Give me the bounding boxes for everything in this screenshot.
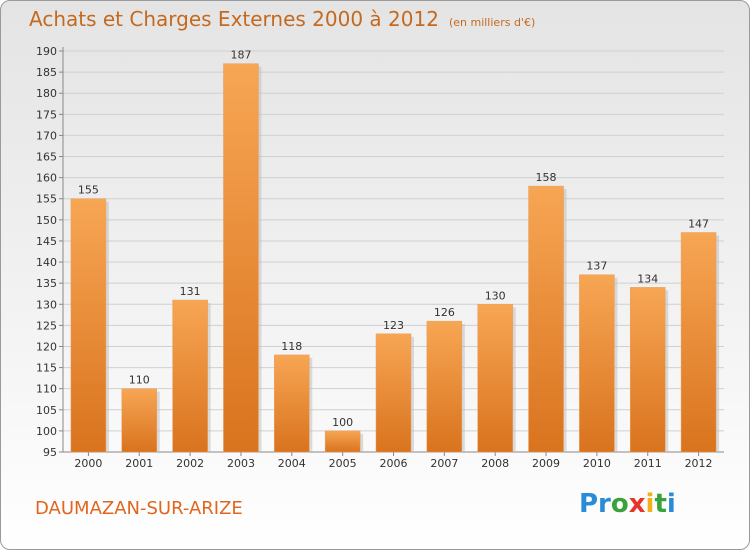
bar <box>121 388 158 453</box>
bar-value-label: 118 <box>281 340 302 353</box>
y-tick-label: 150 <box>36 214 57 227</box>
bar-value-label: 147 <box>688 218 709 231</box>
labels: 95 100 105 110 115 120 125 130 135 140 145 150 155 16… <box>36 45 713 470</box>
x-tick-label: 2011 <box>634 457 662 470</box>
x-tick-label: 2010 <box>583 457 611 470</box>
bar <box>426 320 463 453</box>
chart-title: Achats et Charges Externes 2000 à 2012 (e… <box>29 7 535 31</box>
bar-value-label: 137 <box>586 260 607 273</box>
y-tick-label: 120 <box>36 340 57 353</box>
y-tick-label: 165 <box>36 151 57 164</box>
title-text: Achats et Charges Externes 2000 à 2012 <box>29 7 439 31</box>
y-tick-label: 115 <box>36 362 57 375</box>
x-tick-label: 2000 <box>74 457 102 470</box>
commune-name: DAUMAZAN-SUR-ARIZE <box>35 498 243 519</box>
y-tick-label: 160 <box>36 172 57 185</box>
bar-value-label: 131 <box>180 285 201 298</box>
x-tick-label: 2007 <box>430 457 458 470</box>
y-tick-label: 170 <box>36 129 57 142</box>
y-tick-label: 185 <box>36 66 57 79</box>
bar-value-label: 130 <box>485 289 506 302</box>
bar-value-label: 110 <box>129 374 150 387</box>
bar-value-label: 187 <box>230 49 251 62</box>
y-tick-label: 140 <box>36 256 57 269</box>
y-tick-label: 190 <box>36 45 57 58</box>
y-tick-label: 155 <box>36 193 57 206</box>
x-tick-label: 2003 <box>227 457 255 470</box>
x-tick-label: 2005 <box>329 457 357 470</box>
x-tick-label: 2006 <box>380 457 408 470</box>
bar <box>223 63 259 453</box>
bar <box>629 287 666 453</box>
x-tick-label: 2009 <box>532 457 560 470</box>
y-tick-label: 145 <box>36 235 57 248</box>
bar-value-label: 100 <box>332 416 353 429</box>
bar <box>172 299 208 453</box>
y-tick-label: 125 <box>36 319 57 332</box>
x-tick-label: 2008 <box>481 457 509 470</box>
proxiti-logo[interactable]: Proxiti <box>579 489 676 519</box>
bar-value-label: 126 <box>434 306 455 319</box>
bar <box>274 354 310 453</box>
y-tick-label: 175 <box>36 108 57 121</box>
y-tick-label: 180 <box>36 87 57 100</box>
y-tick-label: 105 <box>36 404 57 417</box>
bar <box>680 232 717 453</box>
chart-subtitle: (en milliers d'€) <box>448 16 536 29</box>
bar <box>70 198 107 453</box>
x-tick-label: 2004 <box>278 457 306 470</box>
y-tick-label: 135 <box>36 277 57 290</box>
y-tick-label: 130 <box>36 298 57 311</box>
y-tick-label: 110 <box>36 383 57 396</box>
bar <box>579 274 615 453</box>
y-tick-label: 100 <box>36 425 57 438</box>
bar-value-label: 158 <box>536 171 557 184</box>
x-tick-label: 2002 <box>176 457 204 470</box>
bar <box>324 430 361 453</box>
bar <box>477 304 513 453</box>
bars <box>70 63 720 453</box>
bar-value-label: 123 <box>383 319 404 332</box>
bar <box>528 185 564 453</box>
x-tick-label: 2012 <box>685 457 713 470</box>
x-tick-label: 2001 <box>125 457 153 470</box>
y-tick-label: 95 <box>43 446 57 459</box>
bar-value-label: 155 <box>78 184 99 197</box>
bar <box>375 333 412 453</box>
bar-value-label: 134 <box>637 272 658 285</box>
